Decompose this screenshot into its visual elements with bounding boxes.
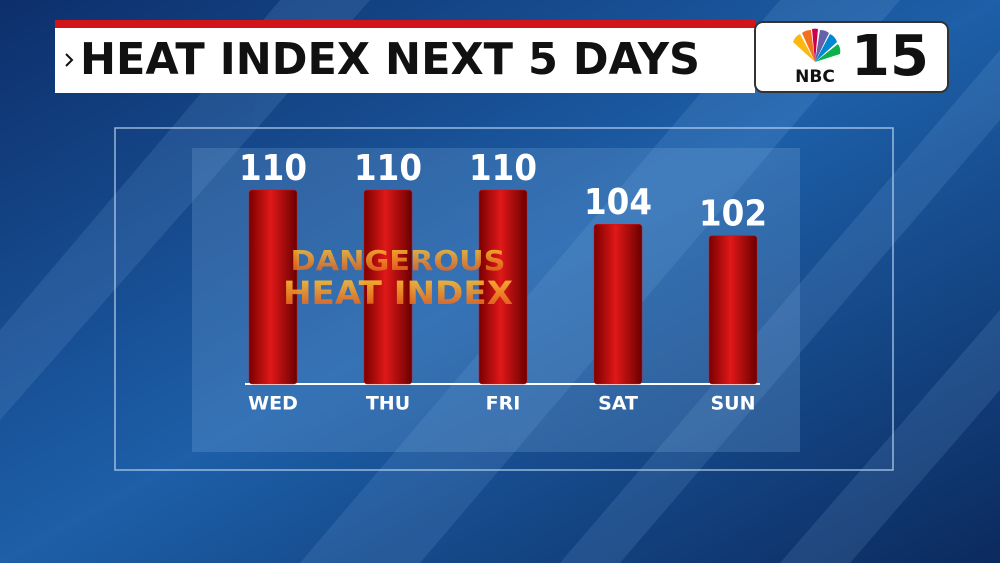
annotation: DANGEROUS — [291, 244, 506, 277]
bar — [248, 189, 298, 385]
x-tick-label: SUN — [710, 393, 755, 415]
chevron — [65, 53, 74, 67]
x-tick-label: SAT — [598, 393, 638, 415]
x-tick-label: WED — [248, 393, 298, 415]
panel-frame — [114, 127, 894, 471]
bar — [478, 189, 528, 385]
bars: 110 WED 110 THU 110 FRI 104 SAT 102 SUN — [239, 148, 767, 415]
title-accent — [55, 20, 755, 28]
value-label: 110 — [239, 148, 307, 189]
value-label: 110 — [469, 148, 537, 189]
bar — [708, 235, 758, 385]
logo-network: NBC — [795, 67, 835, 87]
x-tick-label: THU — [366, 393, 410, 415]
value-label: 102 — [699, 194, 767, 235]
bar — [593, 223, 643, 385]
annotation: HEAT INDEX — [283, 274, 513, 312]
bar — [363, 189, 413, 385]
x-tick-label: FRI — [486, 393, 521, 415]
value-label: 110 — [354, 148, 422, 189]
value-label: 104 — [584, 182, 652, 223]
peacock — [793, 28, 841, 63]
logo-channel: 15 — [851, 24, 929, 89]
title-bar — [55, 28, 755, 93]
logo-box — [754, 21, 949, 93]
chart-title: HEAT INDEX NEXT 5 DAYS — [80, 34, 700, 85]
